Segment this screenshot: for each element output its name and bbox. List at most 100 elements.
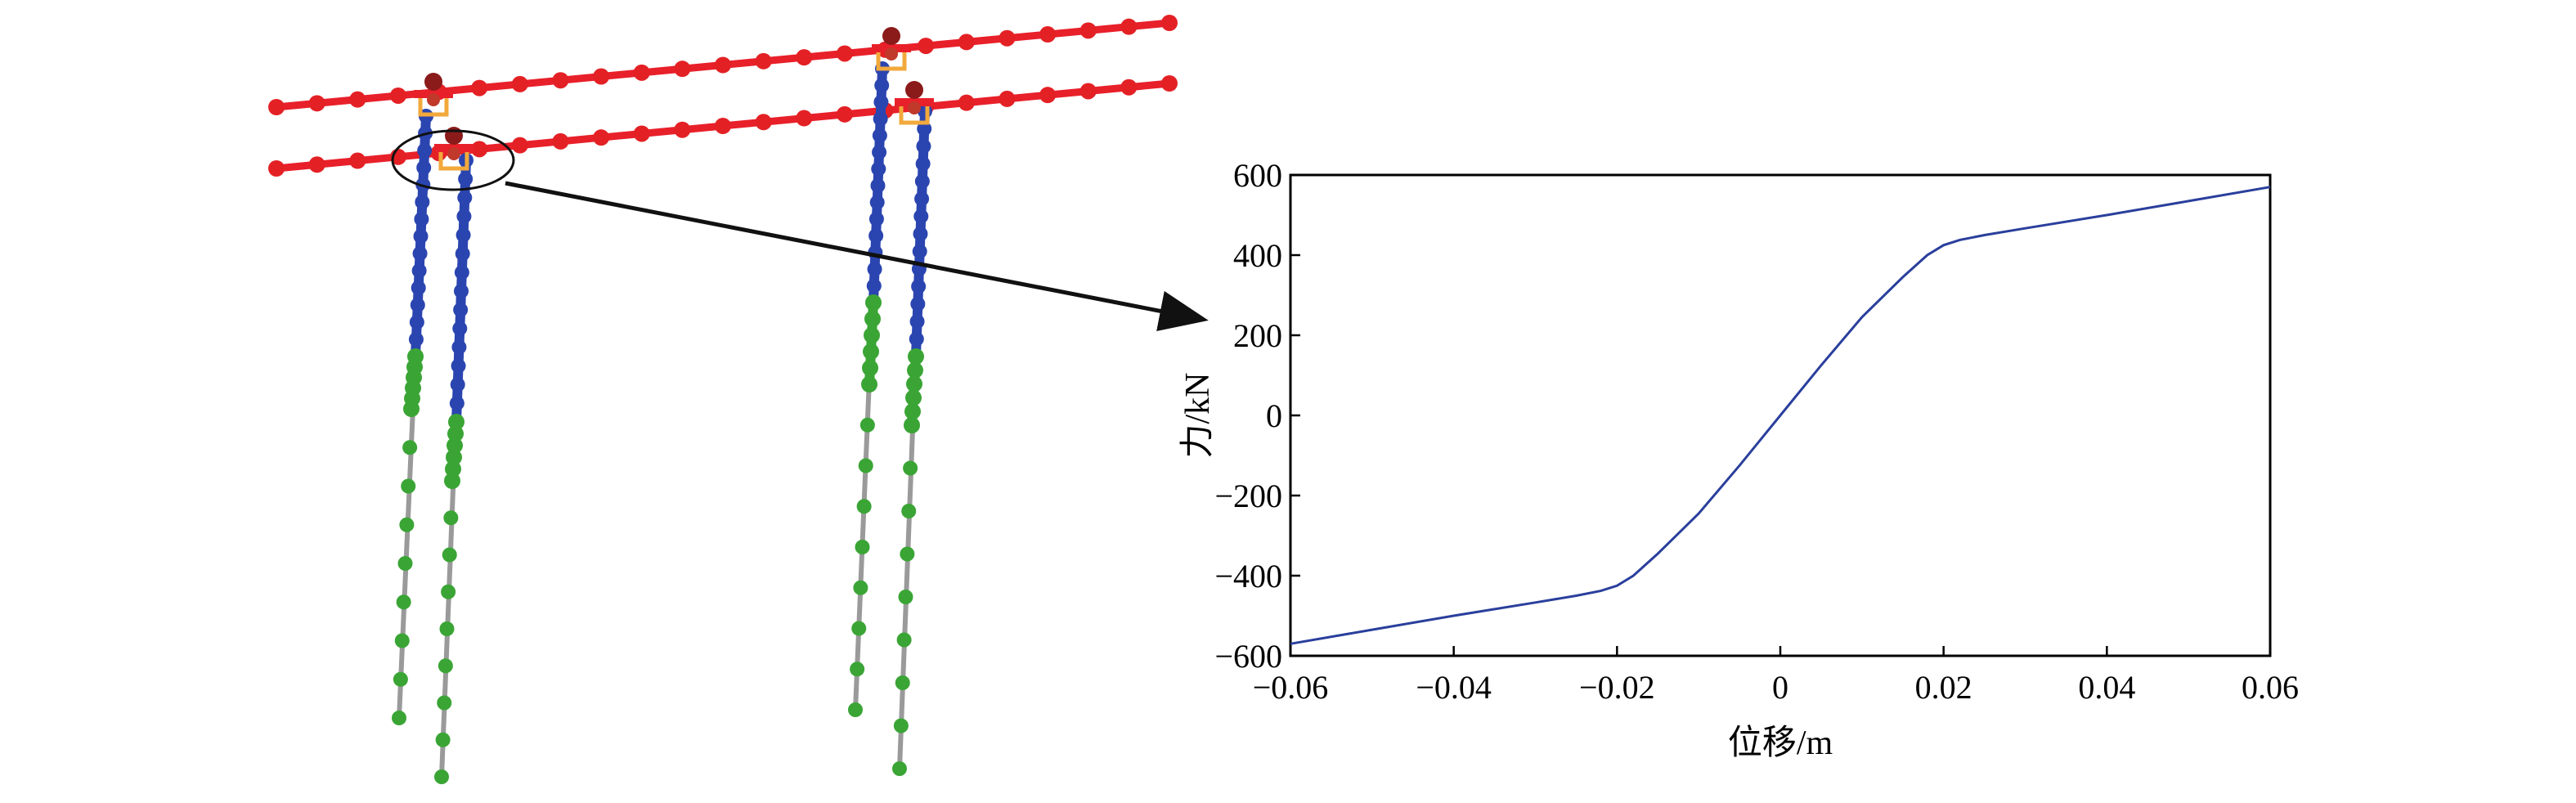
y-axis-label: 力/kN <box>1179 372 1217 458</box>
beam-node <box>471 141 488 158</box>
pile-stem-node <box>443 510 459 526</box>
y-tick-label: 200 <box>1233 317 1282 354</box>
beam-node <box>593 68 610 85</box>
beam-node <box>633 125 650 142</box>
beam-node <box>268 160 285 177</box>
pile-upper-node <box>914 191 930 207</box>
pile-upper-node <box>872 128 887 143</box>
cap-node <box>905 81 923 99</box>
callout-pointer <box>391 129 1209 331</box>
y-tick-label: −400 <box>1214 558 1282 594</box>
beam-node <box>389 87 406 104</box>
beam-node <box>999 29 1016 47</box>
x-axis-label: 位移/m <box>1728 724 1833 762</box>
pile-lower-node <box>908 348 924 365</box>
x-tick-label: 0 <box>1772 669 1788 706</box>
pile-upper-node <box>868 228 884 244</box>
pile-lower-node <box>865 294 882 311</box>
pile-upper-node <box>455 246 470 262</box>
pile-upper-node <box>873 111 888 127</box>
pile-upper-node <box>414 212 429 227</box>
pile-upper-node <box>914 173 930 189</box>
pile-upper-node <box>916 138 931 154</box>
pile-upper-node <box>454 265 469 280</box>
pile-upper-node <box>868 211 884 227</box>
y-tick-label: 600 <box>1233 157 1282 194</box>
pile-upper-node <box>913 227 928 241</box>
pile-stem-node <box>856 499 872 514</box>
pile-upper-node <box>415 195 430 209</box>
x-tick-label: −0.04 <box>1416 669 1492 706</box>
pile-upper-node <box>454 284 469 298</box>
callout-arrow <box>505 181 1209 331</box>
beam-node <box>1120 79 1138 96</box>
beam-node <box>593 129 610 146</box>
pile-upper-node <box>412 246 428 261</box>
pile-upper-node <box>866 278 882 294</box>
pile-stem-node <box>439 621 455 636</box>
pile-upper-node <box>911 279 927 294</box>
pile-stem-node <box>859 417 875 433</box>
pile-upper-node <box>451 358 466 374</box>
cap-node <box>882 27 900 45</box>
pile-stem-node <box>438 658 453 674</box>
pile-upper-node <box>456 209 472 224</box>
beam-node <box>674 121 691 138</box>
cap-node <box>424 73 442 91</box>
beam-node <box>836 105 853 123</box>
y-axis-ticks: −600 −400 −200 0 200 400 600 <box>1214 157 1300 675</box>
pile-stem-node <box>401 478 416 494</box>
pile-stem-node <box>437 695 452 711</box>
force-displacement-chart: −0.06 −0.04 −0.02 0 0.02 0.04 0.06 −600 −400 −20… <box>1179 157 2299 762</box>
pile-upper-node <box>453 302 469 317</box>
pile-stem-node <box>896 632 912 648</box>
x-axis-ticks: −0.06 −0.04 −0.02 0 0.02 0.04 0.06 <box>1253 646 2299 706</box>
series-line <box>1290 186 2271 645</box>
pile-stem-node <box>396 594 411 610</box>
pile-lower-node <box>447 425 464 442</box>
beam-node <box>1161 15 1178 31</box>
pile-upper-node <box>873 94 889 110</box>
beam-node <box>552 132 569 150</box>
pile-stem-node <box>434 769 449 784</box>
pile-upper-node <box>912 244 927 259</box>
pile-lower-node <box>904 403 921 420</box>
beam-node <box>755 52 772 70</box>
y-tick-label: −600 <box>1214 638 1282 675</box>
pile-upper-node <box>449 396 464 411</box>
beam-node <box>755 114 772 131</box>
x-tick-label: −0.02 <box>1579 669 1655 706</box>
pile-stem-node <box>858 458 873 473</box>
callout-ellipse <box>391 129 515 191</box>
beam-node <box>1079 22 1097 39</box>
pile-lower-node <box>864 311 881 327</box>
pile-lower-node <box>403 401 420 417</box>
pile-upper-node <box>872 145 887 160</box>
pile-stem-node <box>441 584 456 599</box>
pile-upper-node <box>456 227 471 243</box>
pile-lower-node <box>864 327 880 343</box>
pile-upper-node <box>915 156 931 172</box>
beam-node <box>308 95 325 112</box>
y-tick-label: −200 <box>1214 478 1282 514</box>
pile-upper-node <box>867 262 882 277</box>
beam-node <box>1161 75 1178 92</box>
pile-upper-node <box>458 171 473 186</box>
pile-stem-node <box>442 547 457 563</box>
pile-lower-node <box>446 449 462 466</box>
beam-node <box>268 99 285 115</box>
beam-node <box>1120 18 1138 35</box>
pile-lower-node <box>445 460 461 478</box>
pile-upper-node <box>451 339 467 355</box>
pile-upper-node <box>450 377 465 393</box>
pile-upper-node <box>452 321 468 336</box>
pile-stem-node <box>399 517 415 532</box>
pile-upper-node <box>411 280 426 295</box>
pile-stem-node <box>392 711 406 725</box>
pile-lower-node <box>861 376 877 393</box>
pile-upper-node <box>910 296 926 312</box>
pile-upper-node <box>913 209 929 224</box>
x-tick-label: 0.02 <box>1915 669 1972 706</box>
beam-node <box>633 64 650 81</box>
beam-node <box>715 56 731 74</box>
